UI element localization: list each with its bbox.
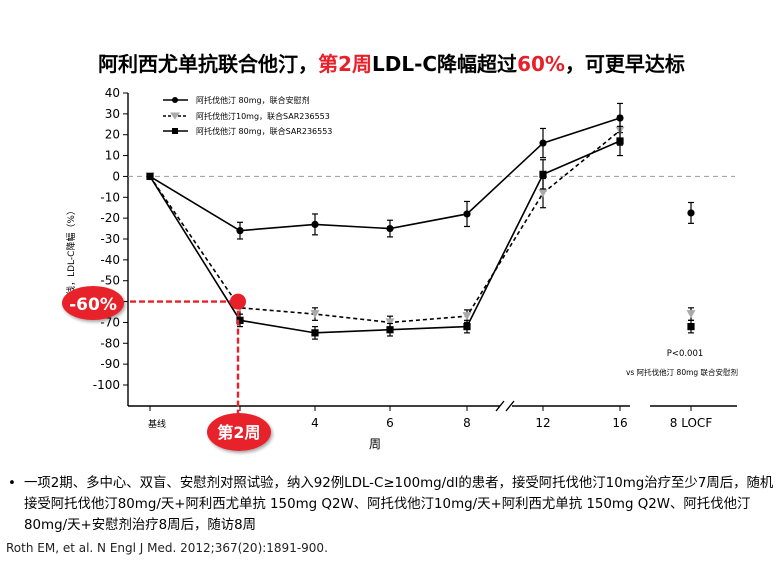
p-value-note: vs 阿托伐他汀 80mg 联合安慰剂 xyxy=(626,367,738,377)
study-description: • 一项2期、多中心、双盲、安慰剂对照试验，纳入92例LDL-C≥100mg/d… xyxy=(8,473,778,536)
y-tick-label: -40 xyxy=(100,253,120,267)
series-line xyxy=(149,140,621,334)
data-point xyxy=(311,220,319,228)
title-part4-percent: 60% xyxy=(517,52,565,76)
data-point xyxy=(386,224,394,233)
data-point xyxy=(463,210,471,218)
y-tick-label: -100 xyxy=(93,378,120,392)
y-tick-label: 30 xyxy=(105,107,120,121)
data-point xyxy=(616,137,624,145)
callout-badge-week xyxy=(207,413,271,451)
legend-label: 阿托伐他汀 80mg，联合SAR236553 xyxy=(196,126,332,136)
data-point xyxy=(686,310,696,319)
data-point xyxy=(385,318,395,327)
y-tick-label: -10 xyxy=(100,190,120,204)
series-line xyxy=(149,129,621,324)
title-part1: 阿利西尤单抗联合他汀， xyxy=(98,52,319,76)
citation: Roth EM, et al. N Engl J Med. 2012;367(2… xyxy=(6,541,328,555)
y-tick-label: -20 xyxy=(100,211,120,225)
y-axis-label: 基线，LDL-C降幅（%） xyxy=(65,206,77,304)
data-point xyxy=(463,323,471,331)
y-tick-label: 40 xyxy=(105,86,120,100)
data-point xyxy=(236,227,244,235)
data-point xyxy=(539,139,547,147)
y-tick-label: 10 xyxy=(105,149,120,163)
callout-label-percent: -60% xyxy=(69,295,117,315)
axis-break-mark xyxy=(505,400,515,412)
axis-break-mark xyxy=(495,400,505,412)
data-point xyxy=(146,172,154,181)
x-tick-label: 12 xyxy=(535,416,550,430)
legend-marker xyxy=(172,97,178,103)
callout-label-week: 第2周 xyxy=(217,423,260,442)
title-part3: LDL-C降幅超过 xyxy=(371,52,518,76)
y-tick-label: -30 xyxy=(100,232,120,246)
x-tick-label: 16 xyxy=(612,416,627,430)
y-tick-label: 0 xyxy=(112,169,120,183)
legend-marker xyxy=(170,112,180,120)
slide-title: 阿利西尤单抗联合他汀，第2周LDL-C降幅超过60%，可更早达标 xyxy=(0,48,783,77)
x-axis-label: 周 xyxy=(369,437,381,451)
bullet-dot: • xyxy=(8,476,16,491)
data-point xyxy=(311,329,319,337)
y-tick-label: 20 xyxy=(105,128,120,142)
y-tick-label: -90 xyxy=(100,357,120,371)
legend-marker xyxy=(172,128,178,134)
ldl-chart: 403020100-10-20-30-40-50-60-70-80-90-100… xyxy=(62,86,738,451)
x-tick-label: 8 LOCF xyxy=(670,416,713,430)
callout-badge-percent xyxy=(62,286,124,320)
x-tick-label: 8 xyxy=(463,416,471,430)
data-point xyxy=(539,170,547,178)
data-point xyxy=(386,326,394,334)
x-tick-label: 4 xyxy=(311,416,319,430)
p-value: P<0.001 xyxy=(667,349,704,359)
data-point xyxy=(687,209,695,217)
y-tick-label: -50 xyxy=(100,274,120,288)
legend-label: 阿托伐他汀10mg，联合SAR236553 xyxy=(196,111,330,121)
data-point xyxy=(236,316,244,324)
data-point xyxy=(538,189,548,198)
study-description-text: 一项2期、多中心、双盲、安慰剂对照试验，纳入92例LDL-C≥100mg/dl的… xyxy=(24,476,774,533)
data-point xyxy=(462,312,472,321)
data-point xyxy=(687,323,695,331)
x-tick-label: 6 xyxy=(386,416,394,430)
title-part2-week: 第2周 xyxy=(318,52,372,76)
callout-point xyxy=(230,293,246,310)
y-tick-label: -70 xyxy=(100,315,120,329)
legend-label: 阿托伐他汀 80mg，联合安慰剂 xyxy=(196,95,310,105)
data-point xyxy=(310,310,320,319)
y-tick-label: -80 xyxy=(100,336,120,350)
x-tick-label: 基线 xyxy=(148,418,166,430)
title-part5: ，可更早达标 xyxy=(564,52,685,76)
